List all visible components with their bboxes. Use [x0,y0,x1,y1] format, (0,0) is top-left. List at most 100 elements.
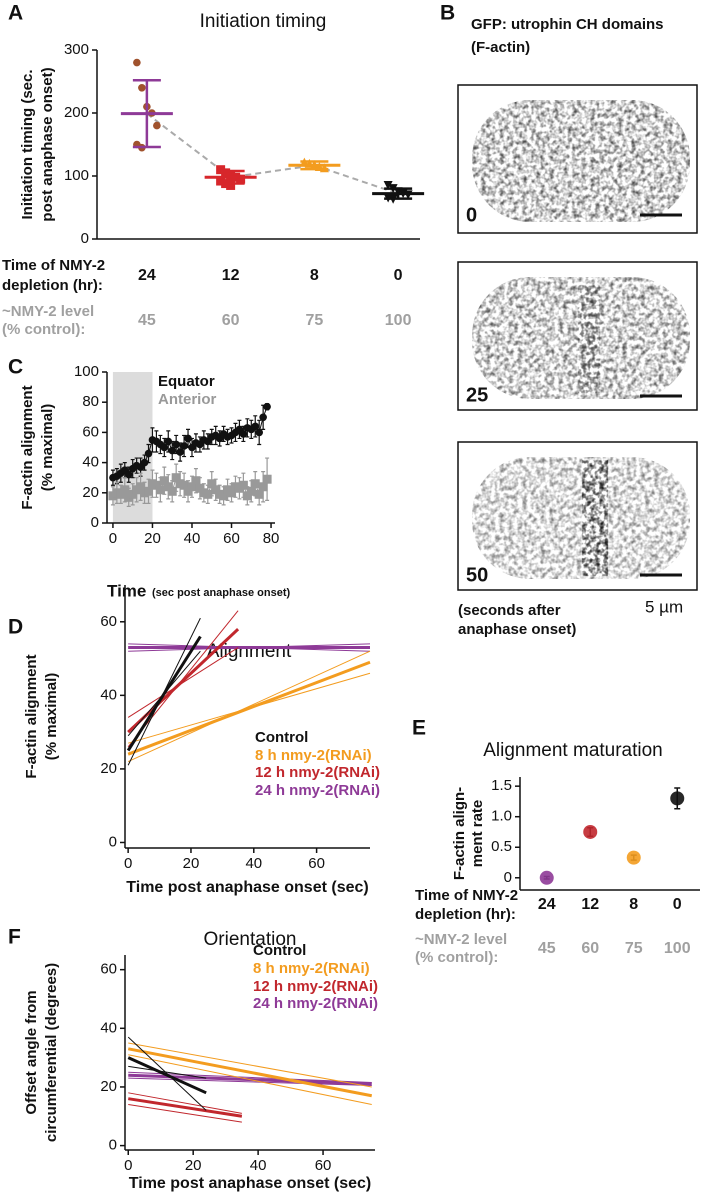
y-tick-label: 1.5 [491,777,512,794]
marker [144,486,154,496]
confidence-line [128,1077,372,1086]
y-tick-label: 60 [100,961,117,978]
y-axis-label: circumferential (degrees) [43,963,60,1142]
marker [251,422,260,431]
marker [219,491,229,501]
embryo [472,457,690,579]
confidence-line [128,1071,372,1084]
y-axis-label: ment rate [469,800,486,868]
y-axis-label: F-actin alignment [19,385,36,509]
x-axis-label: (sec post anaphase onset) [152,587,290,599]
category-label: 8 [629,896,638,913]
marker [238,480,248,490]
x-axis-label: Time [107,581,146,600]
level-label: 100 [664,940,691,957]
image-caption: (seconds after [458,602,561,619]
confidence-line [128,1054,372,1106]
y-tick-label: 40 [100,1019,117,1036]
embryo [472,100,690,222]
category-label: 0 [394,267,403,284]
image-title: GFP: utrophin CH domains [471,16,664,33]
x-axis-label: Time post anaphase onset (sec) [129,1175,371,1192]
y-axis-label: Offset angle from [23,990,40,1114]
row-title: ~NMY-2 level [2,303,94,320]
dot [539,870,554,885]
legend-entry: Anterior [158,391,217,408]
legend-entry: Equator [158,373,215,390]
marker [171,473,181,483]
marker [255,428,263,437]
fit-line [127,660,371,756]
image-panel: GFP: utrophin CH domains (F-actin) 0 25 … [457,16,698,638]
y-tick-label: 0.5 [491,838,512,855]
panel-label: C [8,356,23,379]
y-tick-label: 20 [100,1078,117,1095]
marker [250,479,260,489]
marker [168,446,177,455]
fit-line [127,1056,207,1095]
legend-entry: 24 h nmy-2(RNAi) [255,782,380,799]
fit-line [126,635,202,752]
confidence-line [128,1104,242,1123]
marker [163,482,173,492]
level-label: 75 [305,312,323,329]
row-title: (% control): [2,321,85,338]
marker [195,483,205,493]
row-title: ~NMY-2 level [415,931,507,948]
marker [236,174,246,184]
marker [262,474,272,484]
y-tick-label: 40 [100,686,117,703]
marker [191,476,201,486]
marker [133,58,141,67]
x-tick-label: 0 [124,855,132,872]
marker [155,485,165,495]
category-label: 24 [138,267,156,284]
y-axis-label: (% maximal) [43,673,60,761]
marker [383,180,393,190]
x-tick-label: 60 [315,1157,332,1174]
scale-label: 5 µm [645,597,683,616]
x-tick-label: 0 [124,1157,132,1174]
marker [180,442,188,450]
furrow [582,460,608,576]
y-tick-label: 100 [74,363,99,380]
category-label: 24 [538,896,556,913]
category-label: 12 [222,267,240,284]
level-label: 45 [138,312,156,329]
category-label: 8 [310,267,319,284]
marker [144,449,153,458]
marker [179,480,189,490]
x-tick-label: 20 [183,855,200,872]
marker [124,470,133,479]
marker [226,180,236,190]
y-tick-label: 1.0 [491,808,512,825]
y-tick-label: 60 [100,613,117,630]
x-tick-label: 40 [184,530,201,547]
panel-label: D [8,616,23,639]
marker [216,176,226,186]
image-caption: anaphase onset) [458,621,576,638]
legend-entry: 12 h nmy-2(RNAi) [255,764,380,781]
marker [211,485,221,495]
marker [207,479,217,489]
legend-entry: 24 h nmy-2(RNAi) [253,995,378,1012]
marker [160,443,169,452]
y-tick-label: 300 [64,41,89,58]
marker [259,413,267,422]
level-label: 75 [625,940,643,957]
confidence-line [128,1042,372,1088]
panel-label: F [8,926,21,949]
marker [242,491,252,501]
y-tick-label: 60 [82,423,99,440]
marker [187,482,197,492]
marker [164,437,173,446]
frame-label: 25 [466,384,488,406]
marker [263,402,271,411]
x-tick-label: 40 [250,1157,267,1174]
furrow [578,285,600,393]
marker [203,489,213,499]
panel-label: B [440,2,455,25]
x-tick-label: 40 [245,855,262,872]
dot [626,850,641,865]
